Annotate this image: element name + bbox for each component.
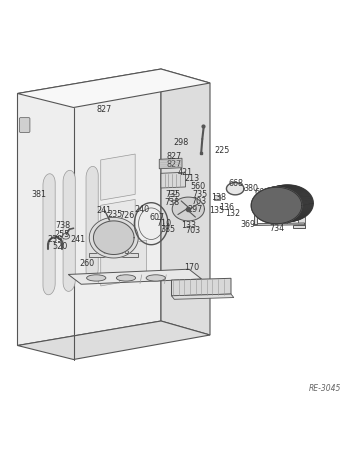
Polygon shape [161,69,210,335]
Text: 738: 738 [164,198,179,207]
Text: 827: 827 [97,105,112,114]
Text: 668: 668 [229,179,244,188]
Polygon shape [263,185,313,222]
Text: 241: 241 [97,206,112,215]
Text: 138: 138 [211,193,226,202]
Polygon shape [101,199,135,241]
Text: 385: 385 [160,226,176,235]
Polygon shape [254,223,304,226]
Polygon shape [89,253,138,257]
Polygon shape [18,321,210,360]
Polygon shape [260,186,310,222]
Text: 241: 241 [70,235,85,244]
Text: 275: 275 [251,198,267,207]
Ellipse shape [110,250,114,253]
Polygon shape [93,221,134,255]
Polygon shape [18,69,161,346]
Polygon shape [43,174,55,295]
Text: 377: 377 [275,217,290,226]
Text: 258: 258 [114,246,130,255]
Text: 260: 260 [79,259,95,268]
Ellipse shape [146,275,166,281]
Polygon shape [293,225,304,228]
Text: 738: 738 [55,222,71,230]
Polygon shape [258,186,308,222]
Text: 256: 256 [110,242,125,251]
Text: 369: 369 [240,220,256,229]
Text: 239: 239 [48,235,63,244]
Ellipse shape [116,275,136,281]
Polygon shape [68,269,202,284]
Text: RE-3045: RE-3045 [309,384,341,393]
Text: 520: 520 [52,242,68,251]
Text: 235: 235 [107,210,122,219]
Polygon shape [298,212,304,228]
Text: 827: 827 [167,160,182,169]
Text: 381: 381 [32,190,47,199]
Polygon shape [256,187,306,223]
Polygon shape [254,187,304,223]
Text: 213: 213 [184,174,199,183]
Polygon shape [252,187,303,223]
Text: 703: 703 [191,197,206,206]
Text: 170: 170 [184,263,199,272]
Text: 240: 240 [134,205,149,214]
Polygon shape [262,185,312,222]
Polygon shape [101,240,147,286]
Polygon shape [261,185,312,222]
Text: 255: 255 [55,231,70,239]
Polygon shape [172,294,234,299]
Polygon shape [253,187,303,223]
Polygon shape [172,197,204,221]
Text: 560: 560 [190,182,205,191]
Polygon shape [63,170,75,291]
Text: 735: 735 [166,190,181,199]
Ellipse shape [104,251,108,253]
Polygon shape [251,187,302,224]
Polygon shape [214,195,220,200]
Text: 132: 132 [225,209,240,218]
Text: 710: 710 [156,219,172,228]
Ellipse shape [87,275,106,281]
Text: 298: 298 [174,138,189,147]
FancyBboxPatch shape [20,118,30,132]
Polygon shape [89,217,138,258]
Polygon shape [169,190,176,194]
Polygon shape [101,154,135,200]
Text: 735: 735 [193,190,208,199]
Polygon shape [259,186,310,222]
Polygon shape [18,69,210,107]
Ellipse shape [62,233,70,239]
Polygon shape [86,166,98,280]
Text: 703: 703 [186,226,201,235]
Text: 135: 135 [209,206,224,215]
Text: 225: 225 [215,146,230,155]
Polygon shape [169,196,176,200]
Ellipse shape [111,247,113,250]
Polygon shape [172,278,231,296]
Text: 421: 421 [177,168,192,177]
Polygon shape [226,183,244,195]
Polygon shape [251,187,302,224]
Text: 607: 607 [149,213,164,222]
Text: 827: 827 [167,152,182,161]
Polygon shape [257,186,307,222]
Polygon shape [161,172,186,188]
Text: 380: 380 [244,184,259,193]
Ellipse shape [117,249,121,252]
Polygon shape [159,158,182,169]
Text: 297: 297 [188,205,203,214]
Polygon shape [258,186,309,222]
Text: 726: 726 [119,211,134,220]
Polygon shape [254,212,257,224]
Text: 660: 660 [254,188,269,197]
Polygon shape [255,187,305,223]
Text: 133: 133 [182,222,196,230]
Text: 136: 136 [219,203,234,212]
Text: 734: 734 [269,224,284,233]
